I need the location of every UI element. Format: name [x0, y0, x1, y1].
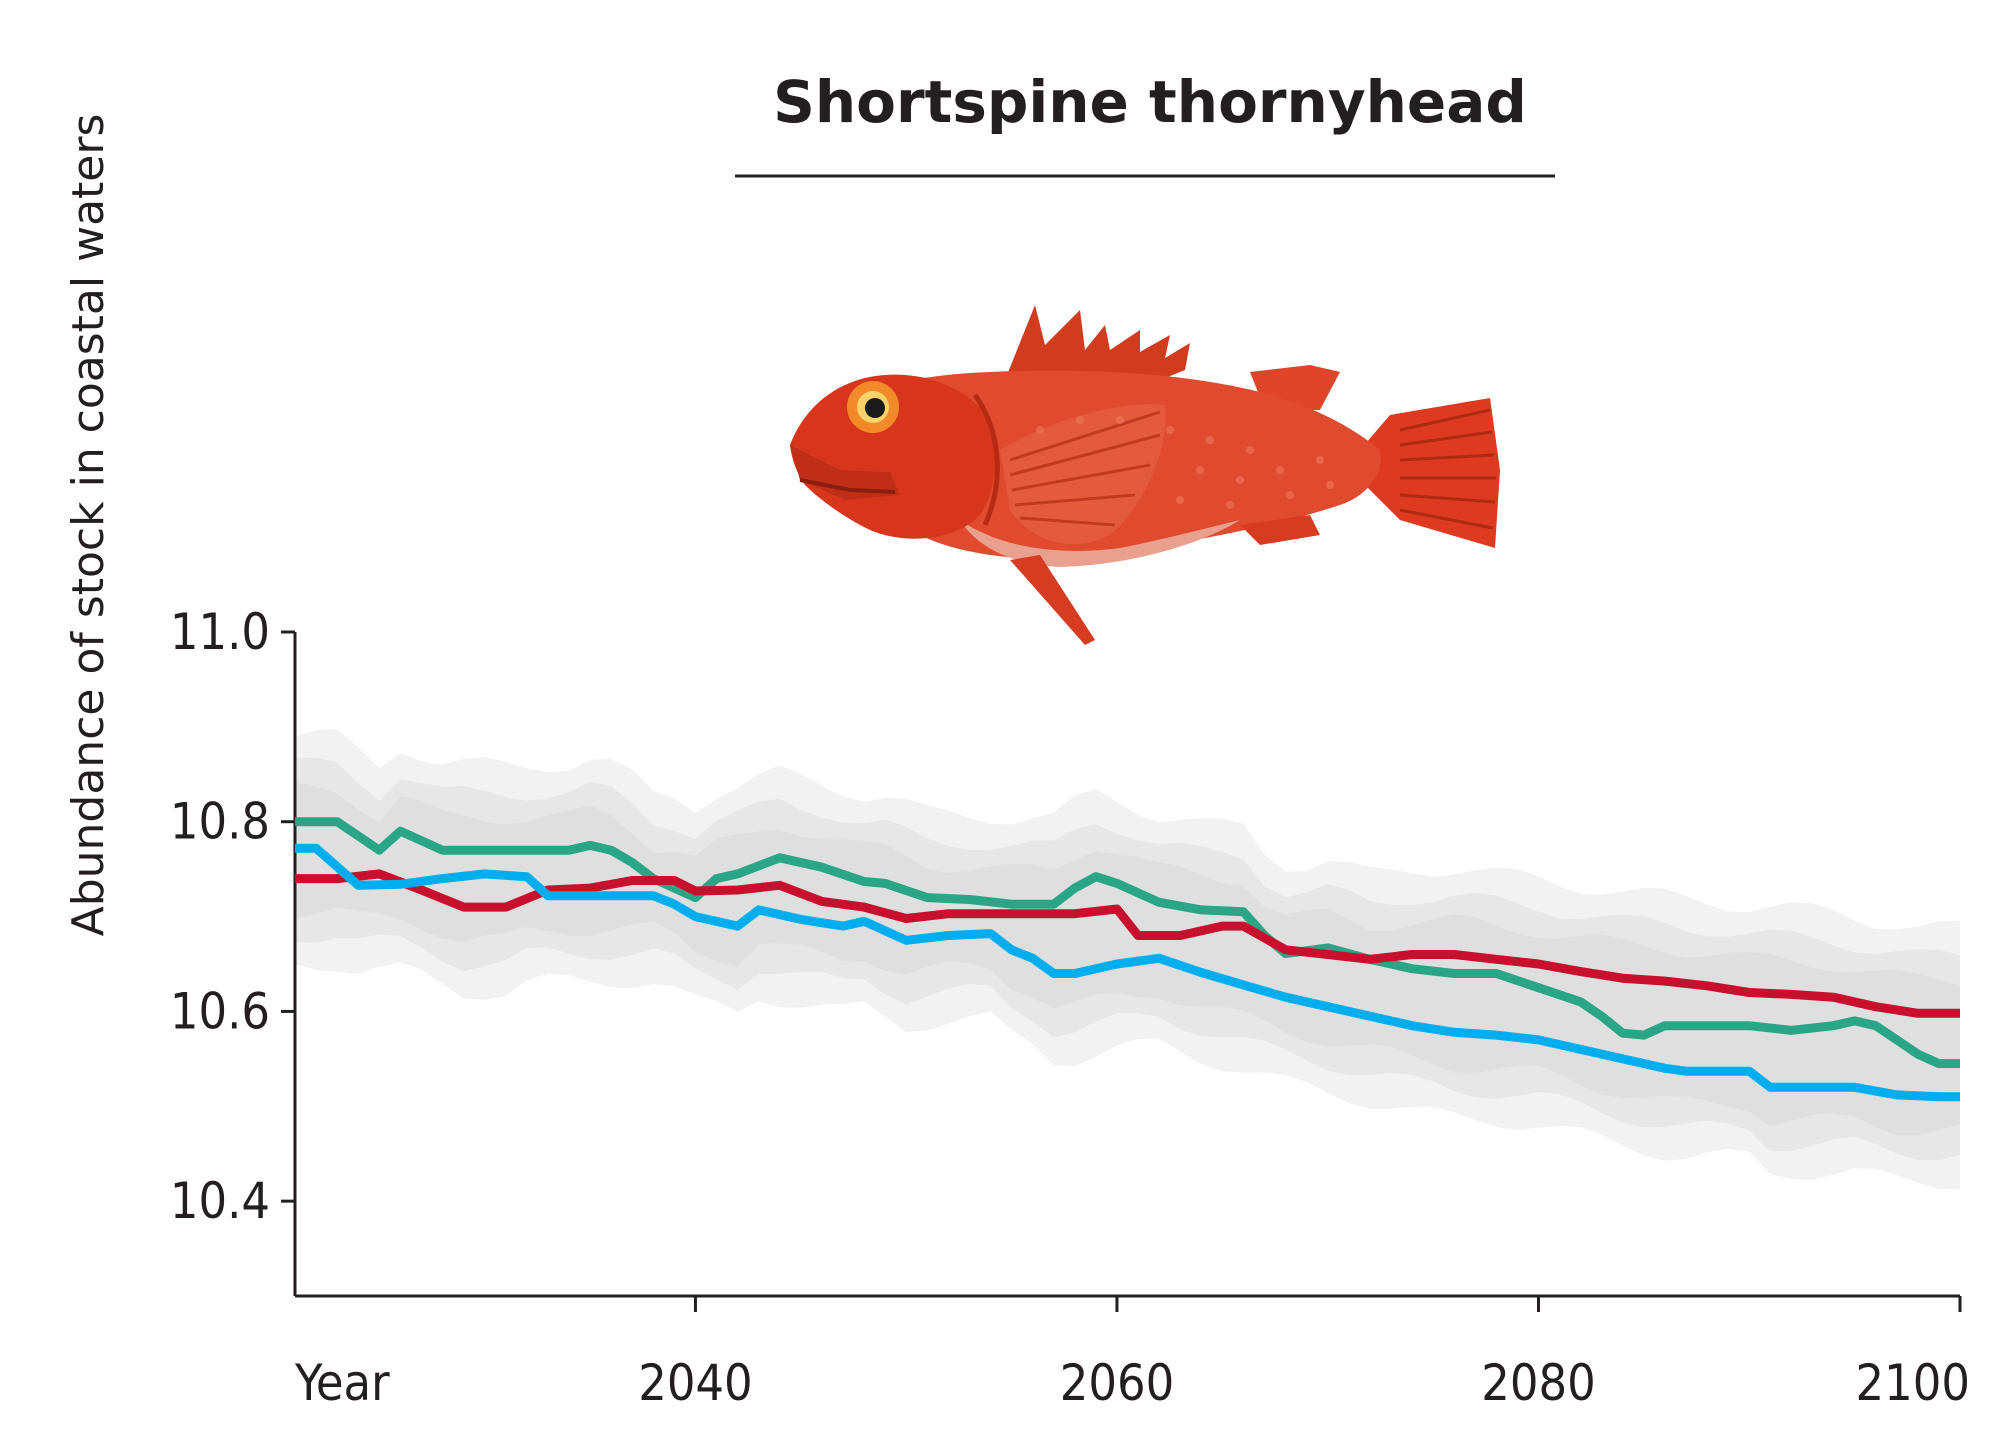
y-tick-label: 10.6 — [170, 982, 270, 1040]
y-tick-label: 11.0 — [170, 603, 270, 661]
x-tick-label: 2060 — [1060, 1354, 1174, 1412]
x-tick-label: 2040 — [638, 1354, 752, 1412]
x-tick-label: 2080 — [1481, 1354, 1595, 1412]
x-tick-label: 2100 — [1856, 1354, 1970, 1412]
x-axis-label: Year — [294, 1354, 390, 1412]
y-tick-label: 10.4 — [170, 1172, 270, 1230]
series-line-3 — [295, 843, 1960, 1102]
series-lines — [295, 817, 1960, 1102]
shortspine-thornyhead-fish-photo — [790, 305, 1500, 645]
y-tick-label: 10.8 — [170, 793, 270, 851]
series-line-2 — [295, 869, 1960, 1018]
axes: 10.4 10.6 10.8 11.0 2040 2060 2080 2100 Year — [170, 603, 1970, 1412]
chart-title: Shortspine thornyhead — [773, 68, 1527, 136]
series-line-1 — [295, 817, 1960, 1069]
y-axis-label: Abundance of stock in coastal waters — [63, 114, 114, 937]
